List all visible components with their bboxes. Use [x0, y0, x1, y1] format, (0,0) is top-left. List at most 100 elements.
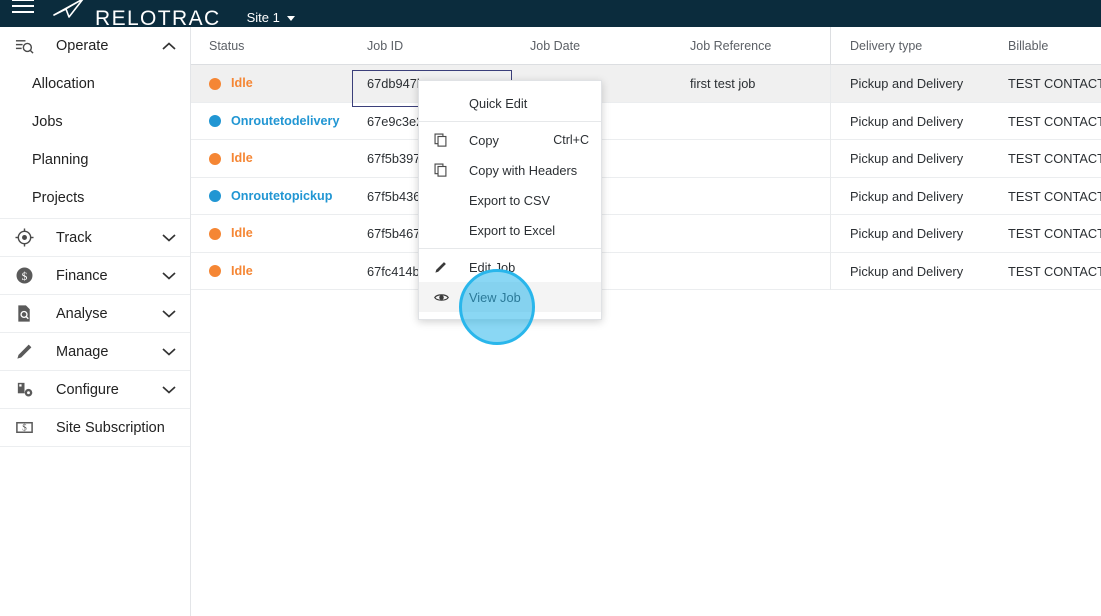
status-label: Idle: [231, 76, 253, 90]
dollar-circle-icon: $: [12, 264, 36, 288]
sidebar-item-label: Site Subscription: [56, 419, 165, 436]
blank-icon: [431, 220, 451, 240]
status-dot-icon: [209, 152, 221, 165]
column-header-job-reference[interactable]: Job Reference: [690, 39, 772, 53]
status-label: Idle: [231, 226, 253, 240]
status-dot-icon: [209, 265, 221, 278]
table-row[interactable]: Idle 67f5b3974 Pickup and Delivery TEST …: [191, 140, 1101, 178]
cell-delivery-type: Pickup and Delivery: [850, 76, 964, 91]
cell-billable: TEST CONTACT 1: [1008, 151, 1101, 166]
sidebar-subitem-label: Allocation: [32, 76, 95, 92]
sidebar-item-track[interactable]: Track: [0, 219, 190, 257]
paper-plane-logo-icon: [52, 0, 86, 23]
sidebar-item-configure[interactable]: Configure: [0, 371, 190, 409]
status-label: Idle: [231, 151, 253, 165]
cell-status: Idle: [209, 253, 359, 291]
menu-item-label: View Job: [469, 289, 521, 305]
sidebar-item-site-subscription[interactable]: $ Site Subscription: [0, 409, 190, 447]
menu-item-label: Quick Edit: [469, 95, 528, 111]
pencil-icon: [431, 257, 451, 277]
blank-icon: [431, 190, 451, 210]
sidebar-item-projects[interactable]: Projects: [0, 179, 190, 217]
menu-bottom-padding: [419, 312, 601, 319]
column-header-job-date[interactable]: Job Date: [530, 39, 581, 53]
cell-job-reference: [690, 215, 825, 253]
column-header-billable[interactable]: Billable: [1008, 39, 1049, 53]
sidebar-item-finance[interactable]: $ Finance: [0, 257, 190, 295]
column-header-delivery-type[interactable]: Delivery type: [850, 39, 923, 53]
sidebar-item-label: Finance: [56, 267, 108, 284]
menu-item-view-job[interactable]: View Job: [419, 282, 601, 312]
cell-billable: TEST CONTACT 1: [1008, 76, 1101, 91]
grid-header-row: Status Job ID Job Date Job Reference Del…: [191, 27, 1101, 65]
cell-job-id: 67f5b4674: [367, 226, 428, 241]
pinned-column-divider: [830, 215, 831, 253]
status-dot-icon: [209, 115, 221, 128]
sidebar-item-manage[interactable]: Manage: [0, 333, 190, 371]
pinned-column-divider: [830, 27, 831, 65]
cell-billable: TEST CONTACT 1: [1008, 113, 1101, 129]
status-dot-icon: [209, 190, 221, 203]
cell-job-reference: [690, 140, 825, 178]
chevron-up-icon[interactable]: [158, 41, 180, 51]
sidebar-subitem-label: Planning: [32, 152, 89, 168]
menu-item-export-to-excel[interactable]: Export to Excel: [419, 215, 601, 245]
cell-status: Onroutetodelivery: [209, 103, 359, 141]
pinned-column-divider: [830, 140, 831, 178]
menu-item-edit-job[interactable]: Edit Job: [419, 252, 601, 282]
table-row[interactable]: Idle 67fc414bb Pickup and Delivery TEST …: [191, 252, 1101, 291]
cell-delivery-type: Pickup and Delivery: [850, 113, 964, 129]
document-magnifier-icon: [12, 302, 36, 326]
chevron-down-icon[interactable]: [158, 233, 180, 242]
menu-item-shortcut: Ctrl+C: [553, 133, 589, 147]
sidebar-item-operate[interactable]: Operate: [0, 27, 190, 65]
cell-job-id: 67f5b4364: [367, 188, 428, 204]
menu-item-copy[interactable]: Copy Ctrl+C: [419, 125, 601, 155]
column-header-job-id[interactable]: Job ID: [367, 39, 404, 53]
menu-item-copy-with-headers[interactable]: Copy with Headers: [419, 155, 601, 185]
site-selector[interactable]: Site 1: [247, 10, 295, 25]
hamburger-menu-icon[interactable]: [12, 0, 34, 21]
chevron-down-icon[interactable]: [158, 347, 180, 356]
menu-item-quick-edit[interactable]: Quick Edit: [419, 88, 601, 118]
menu-item-label: Export to CSV: [469, 192, 551, 208]
menu-separator: [419, 248, 601, 249]
table-row[interactable]: Idle 67f5b4674 Pickup and Delivery TEST …: [191, 215, 1101, 253]
cell-job-id: 67f5b3974: [367, 151, 428, 166]
sidebar-item-label: Manage: [56, 343, 109, 360]
column-header-status[interactable]: Status: [209, 39, 245, 53]
sidebar-item-analyse[interactable]: Analyse: [0, 295, 190, 333]
sidebar-subitem-label: Projects: [32, 190, 85, 206]
table-row[interactable]: Onroutetopickup 67f5b4364 Pickup and Del…: [191, 177, 1101, 216]
menu-item-export-to-csv[interactable]: Export to CSV: [419, 185, 601, 215]
status-dot-icon: [209, 77, 221, 90]
status-label: Onroutetopickup: [231, 188, 333, 203]
sidebar-item-allocation[interactable]: Allocation: [0, 65, 190, 103]
cell-status: Idle: [209, 65, 359, 103]
pinned-column-divider: [830, 177, 831, 215]
sidebar-item-planning[interactable]: Planning: [0, 141, 190, 179]
pencil-icon: [12, 340, 36, 364]
svg-text:$: $: [21, 271, 27, 283]
status-label: Onroutetodelivery: [231, 113, 340, 128]
status-dot-icon: [209, 227, 221, 240]
chevron-down-icon[interactable]: [158, 271, 180, 280]
table-row[interactable]: Idle 67db947b first test job Pickup and …: [191, 65, 1101, 103]
menu-top-padding: [419, 81, 601, 88]
cell-delivery-type: Pickup and Delivery: [850, 263, 964, 279]
sidebar-subitems-operate: Allocation Jobs Planning Projects: [0, 65, 190, 219]
top-navigation-bar: RELOTRAC Site 1: [0, 0, 1101, 27]
grid-body: Idle 67db947b first test job Pickup and …: [191, 65, 1101, 290]
chevron-down-icon[interactable]: [158, 385, 180, 394]
settings-gear-icon: [12, 378, 36, 402]
table-row[interactable]: Onroutetodelivery 67e9c3e2 Pickup and De…: [191, 102, 1101, 141]
status-label: Idle: [231, 263, 253, 278]
sidebar-item-jobs[interactable]: Jobs: [0, 103, 190, 141]
cell-billable: TEST CONTACT 1: [1008, 188, 1101, 204]
cell-billable: TEST CONTACT 1: [1008, 226, 1101, 241]
cell-status: Onroutetopickup: [209, 178, 369, 216]
brand[interactable]: RELOTRAC: [52, 0, 221, 27]
sidebar-item-label: Operate: [56, 38, 109, 54]
cell-job-reference: [690, 103, 825, 141]
chevron-down-icon[interactable]: [158, 309, 180, 318]
